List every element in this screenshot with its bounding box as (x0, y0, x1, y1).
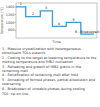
step-label: 3 (45, 6, 47, 10)
y-tick (15, 14, 16, 15)
step-label: 1 (20, 2, 22, 6)
step-label: 6 - Breakdown (75, 30, 99, 34)
step-label: 2 (32, 12, 34, 16)
note: 4 - Solidification of remaining melt aft… (2, 73, 98, 77)
step-label: 5 (72, 18, 74, 22)
note: 3 - Reheating and growth of HfB2 grains … (2, 65, 98, 73)
step-label: 4 (58, 22, 60, 26)
y-tick-label: 1400 (6, 5, 15, 9)
note: 6 - Breakdown of unstable phases during … (2, 87, 98, 91)
y-tick-label: 1200 (6, 13, 15, 17)
x-axis-label: Time (51, 40, 60, 44)
y-axis-label: Temperature (°C) (0, 7, 4, 36)
y-tick (15, 22, 16, 23)
note: 2 - Cooling to the target at lowering te… (2, 56, 98, 64)
notes: 1 - Massive crystallization with heterog… (2, 47, 98, 96)
y-tick-label: 1000 (6, 21, 15, 25)
chart: 800 1000 1200 1400Temperature (°C) Time 1 2 3 4 5… (0, 0, 100, 46)
note: 5 - Annealing of formed phases, partial … (2, 78, 98, 86)
y-tick (15, 6, 16, 7)
note: 1 - Massive crystallization with heterog… (2, 47, 98, 55)
note: TOL: tip-on-line (2, 92, 98, 96)
y-tick (15, 30, 16, 31)
y-tick-label: 800 (8, 28, 14, 32)
